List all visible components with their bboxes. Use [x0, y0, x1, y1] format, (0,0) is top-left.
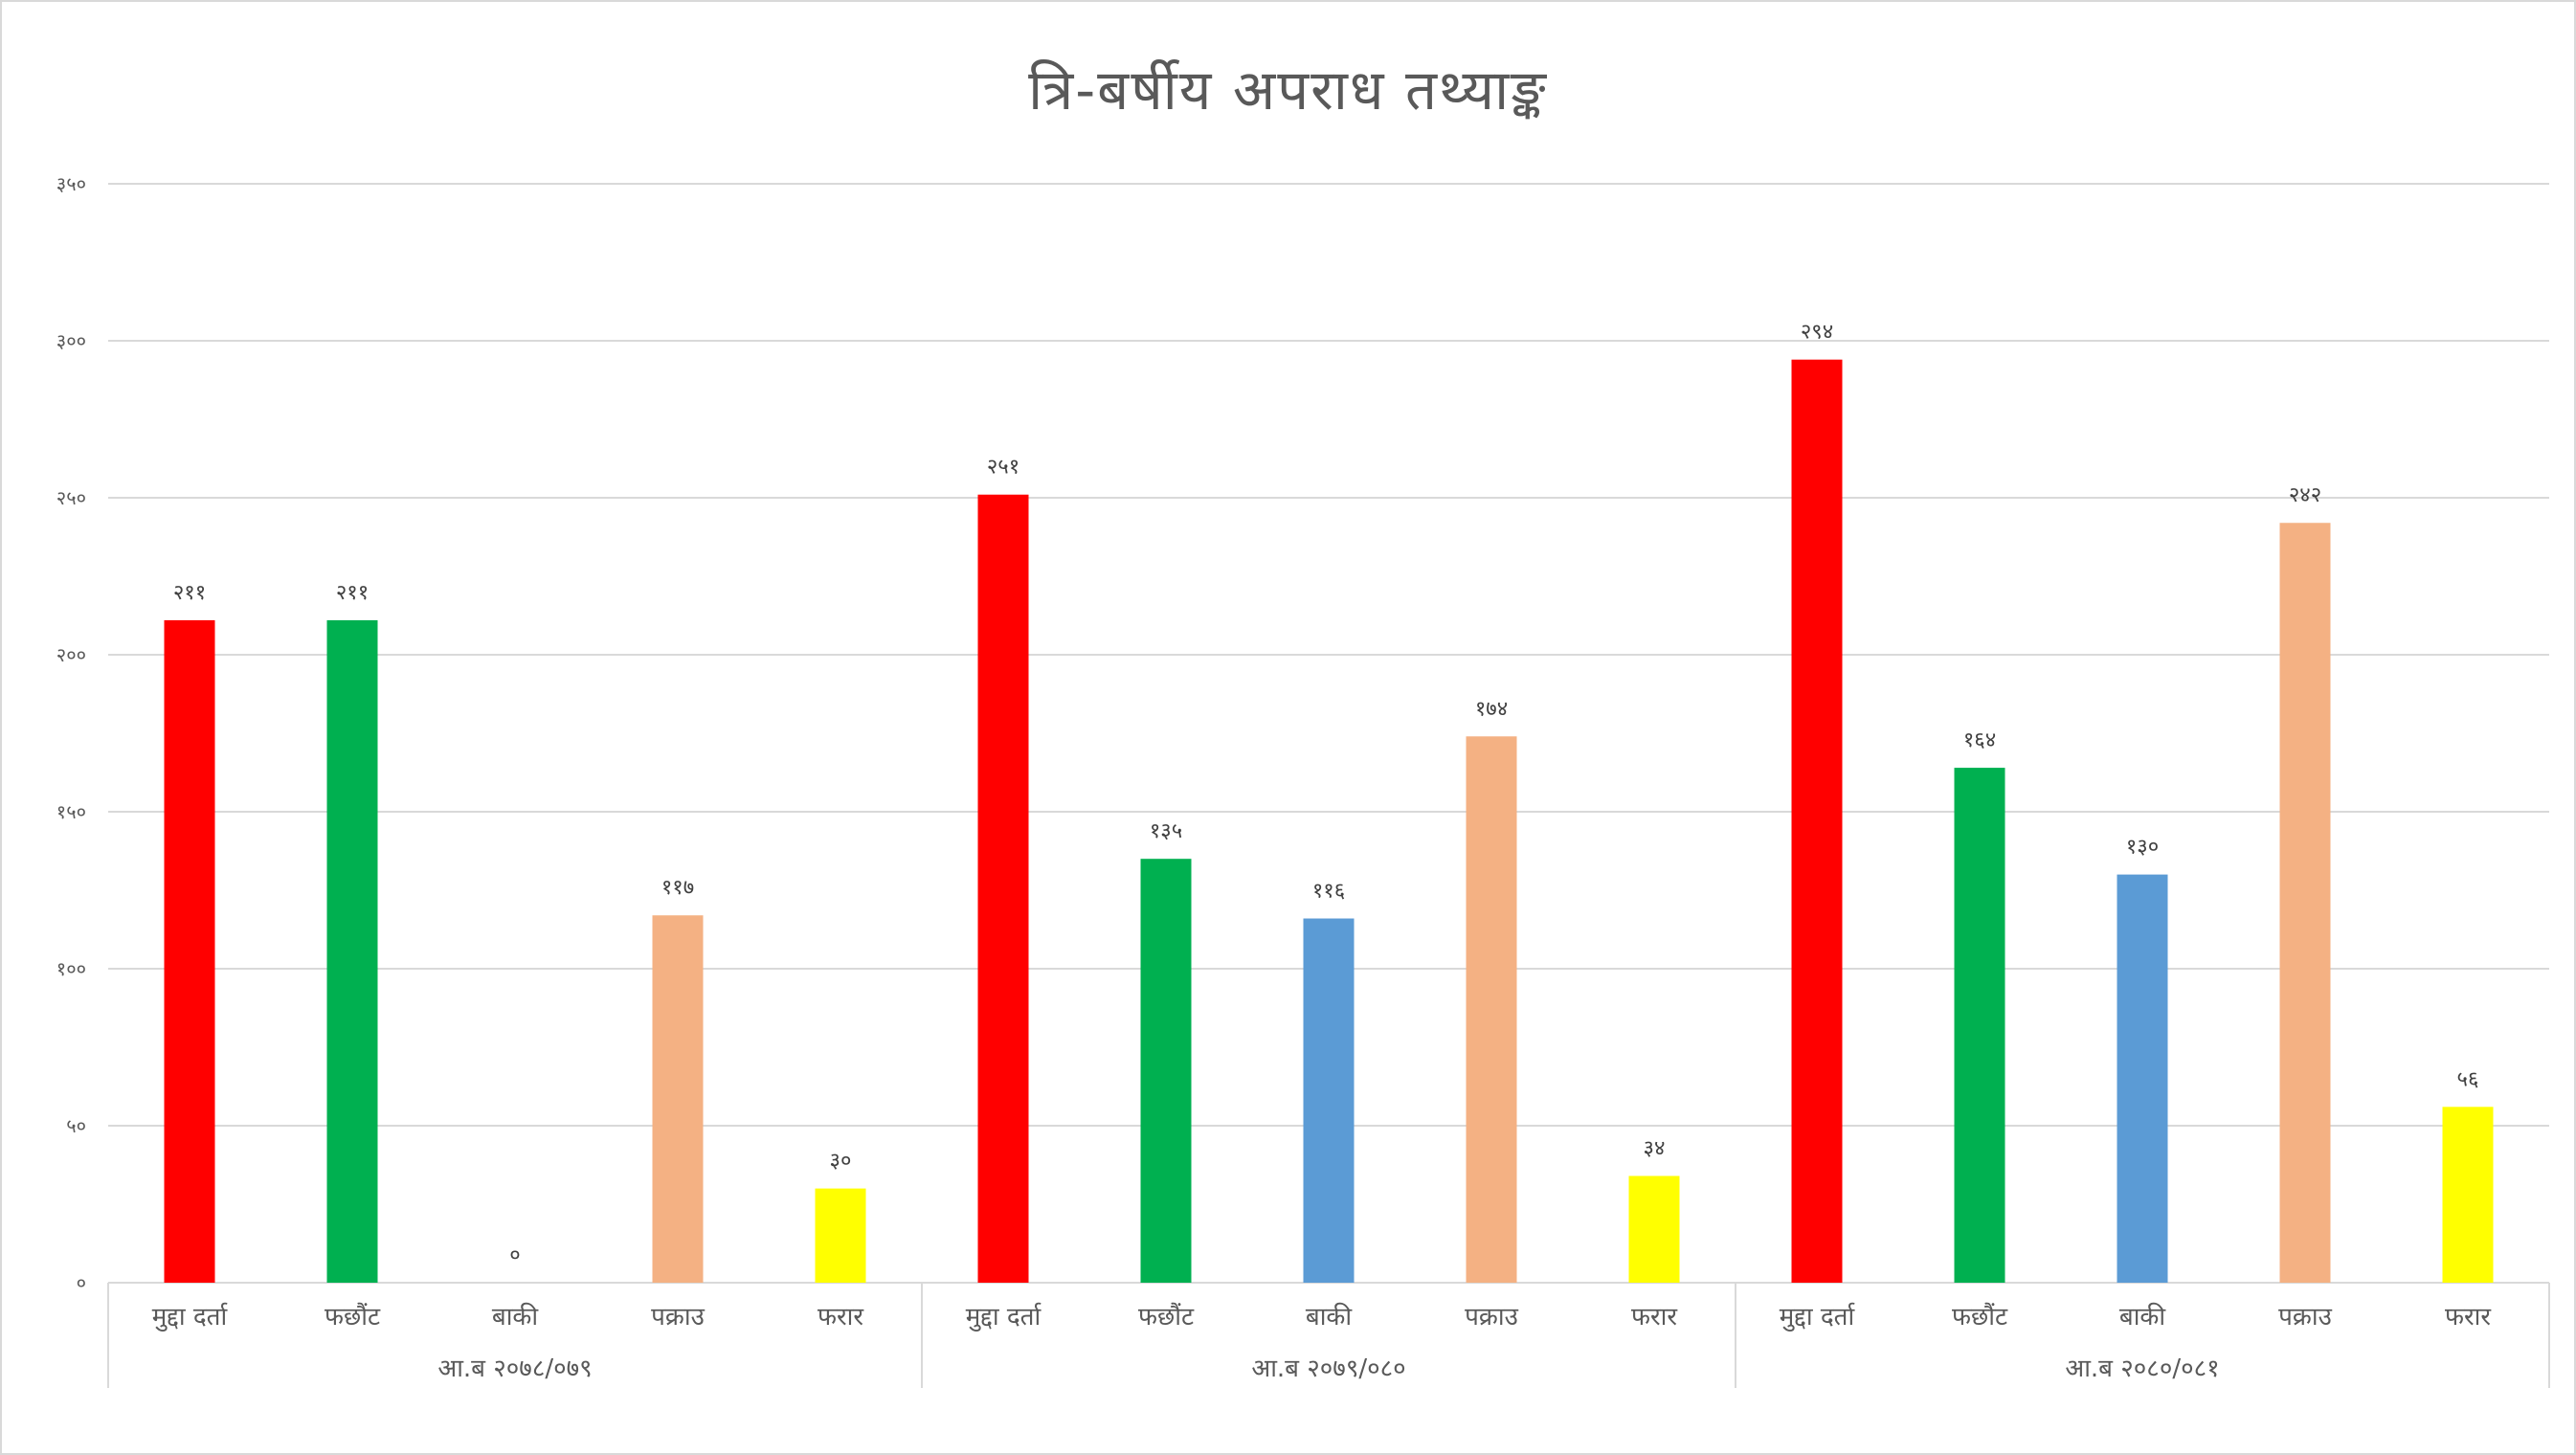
- category-label: फरार: [2445, 1303, 2492, 1332]
- category-label: मुद्दा दर्ता: [1780, 1302, 1856, 1332]
- category-label: फछौंट: [325, 1302, 381, 1332]
- data-label: ११६: [1312, 880, 1345, 904]
- y-tick-label: १००: [56, 957, 86, 980]
- y-tick-label: ०: [77, 1271, 86, 1294]
- data-label: २४२: [2289, 483, 2321, 507]
- data-label: ३०: [830, 1150, 852, 1174]
- data-label: १३५: [1150, 819, 1182, 843]
- y-tick-label: २००: [56, 643, 86, 666]
- group-label: आ.ब २०७८/०७९: [437, 1354, 592, 1383]
- bar-series: २११ २११ ० ११७ ३० २५१ १३५ ११६ १७४ ३४ २९४ १६४ १३० २४२ ५६: [164, 321, 2494, 1283]
- bar[interactable]: [652, 915, 704, 1283]
- bar[interactable]: [977, 494, 1029, 1283]
- category-label: बाकी: [2119, 1302, 2167, 1332]
- group-label: आ.ब २०७९/०८०: [1251, 1354, 1405, 1383]
- bar[interactable]: [326, 619, 378, 1283]
- y-tick-label: ३५०: [56, 172, 86, 195]
- data-label: २११: [336, 581, 369, 605]
- data-label: ११७: [661, 876, 694, 900]
- chart-title: त्रि-बर्षीय अपराध तथ्याङ्क: [1028, 57, 1548, 123]
- bar[interactable]: [1628, 1175, 1680, 1283]
- category-label: फछौंट: [1952, 1302, 2008, 1332]
- category-label: फरार: [818, 1303, 864, 1332]
- bar[interactable]: [1303, 918, 1355, 1283]
- data-label: ३४: [1644, 1136, 1666, 1160]
- data-label: २९४: [1801, 321, 1833, 345]
- data-label: २११: [173, 581, 206, 605]
- bar[interactable]: [1140, 859, 1192, 1283]
- data-label: ०: [509, 1243, 520, 1267]
- y-tick-label: ५०: [66, 1114, 86, 1137]
- category-label: पक्राउ: [1465, 1303, 1518, 1332]
- y-axis: ० ५० १०० १५० २०० २५० ३०० ३५०: [56, 172, 86, 1294]
- bar[interactable]: [1466, 736, 1517, 1283]
- y-tick-label: २५०: [56, 486, 86, 509]
- data-label: १३०: [2126, 836, 2159, 860]
- category-label: बाकी: [492, 1302, 540, 1332]
- y-tick-label: १५०: [56, 800, 86, 823]
- data-label: २५१: [987, 456, 1019, 480]
- x-axis: मुद्दा दर्ता फछौंट बाकी पक्राउ फरार आ.ब २०७८/…: [107, 1283, 2550, 1388]
- category-label: फरार: [1631, 1303, 1678, 1332]
- bar[interactable]: [1791, 359, 1843, 1283]
- category-label: पक्राउ: [2278, 1303, 2332, 1332]
- group-label: आ.ब २०८०/०८१: [2065, 1354, 2219, 1383]
- category-label: मुद्दा दर्ता: [966, 1302, 1042, 1332]
- bar[interactable]: [815, 1188, 866, 1283]
- bar[interactable]: [2442, 1107, 2494, 1283]
- bar[interactable]: [1954, 768, 2005, 1283]
- category-label: बाकी: [1306, 1302, 1354, 1332]
- category-label: मुद्दा दर्ता: [152, 1302, 229, 1332]
- category-label: पक्राउ: [651, 1303, 705, 1332]
- data-label: ५६: [2457, 1067, 2479, 1091]
- data-label: १७४: [1475, 697, 1508, 721]
- bar[interactable]: [2117, 874, 2168, 1283]
- bar[interactable]: [2279, 523, 2331, 1283]
- data-label: १६४: [1963, 728, 1996, 752]
- y-tick-label: ३००: [56, 329, 86, 352]
- bar[interactable]: [164, 619, 215, 1283]
- category-label: फछौंट: [1138, 1302, 1195, 1332]
